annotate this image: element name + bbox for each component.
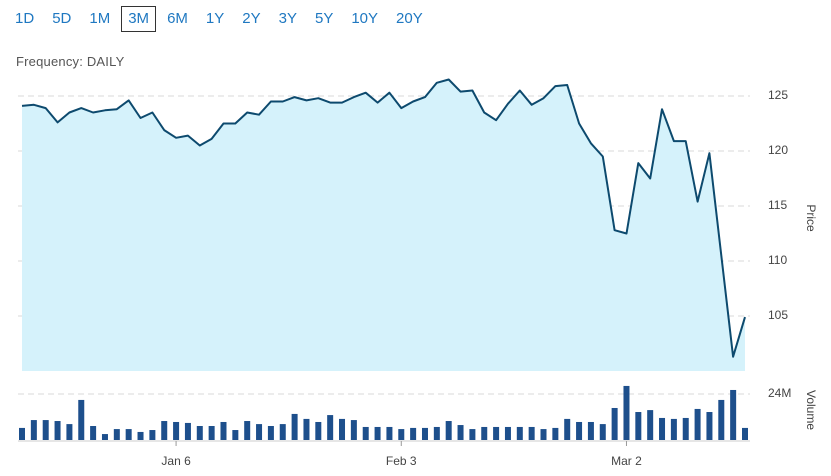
volume-bar [611, 407, 618, 440]
volume-bar [267, 426, 274, 440]
range-button[interactable]: 3M [121, 6, 157, 32]
volume-bar [303, 418, 310, 440]
range-button[interactable]: 5Y [314, 10, 334, 27]
volume-bar [682, 417, 689, 440]
volume-bar [670, 418, 677, 440]
y-tick-label: 24M [768, 386, 791, 400]
volume-bar [516, 426, 523, 440]
volume-bar [599, 424, 606, 440]
volume-bar [149, 430, 156, 440]
y-axis-label: Volume [804, 390, 818, 430]
y-tick-label: 115 [768, 198, 787, 212]
x-tick-label: Mar 2 [611, 454, 642, 468]
volume-bar [125, 429, 132, 440]
volume-bar [742, 427, 748, 440]
volume-bar [184, 422, 191, 440]
range-button[interactable]: 3Y [278, 10, 297, 27]
volume-bar [291, 413, 298, 440]
range-button[interactable]: 1M [89, 10, 111, 27]
volume-bar [173, 421, 180, 440]
volume-bar [339, 418, 346, 440]
volume-bar [410, 427, 417, 440]
range-button[interactable]: 1D [15, 10, 35, 27]
volume-bar [469, 429, 476, 440]
range-button[interactable]: 6M [167, 10, 188, 27]
volume-bar [279, 424, 286, 440]
y-tick-label: 105 [768, 308, 788, 322]
volume-bar [137, 431, 144, 440]
volume-bar [421, 427, 428, 440]
volume-bar [101, 434, 108, 440]
volume-bar [78, 399, 85, 440]
volume-bar [445, 421, 452, 440]
volume-bar [113, 429, 120, 440]
volume-bar [362, 426, 369, 440]
volume-bar [256, 424, 263, 440]
volume-bar [315, 421, 322, 440]
volume-bar [54, 421, 61, 440]
volume-bar [30, 420, 37, 440]
volume-bar [232, 430, 239, 440]
volume-bar [718, 399, 725, 440]
y-tick-label: 120 [768, 143, 788, 157]
volume-bar [504, 426, 511, 440]
volume-bar [208, 426, 215, 440]
range-button[interactable]: 10Y [351, 10, 379, 27]
volume-bar [220, 421, 227, 440]
volume-bar [19, 427, 25, 440]
x-tick-label: Jan 6 [161, 454, 191, 468]
volume-bar [493, 426, 500, 440]
frequency-label: Frequency: DAILY [16, 54, 125, 69]
volume-bar [433, 426, 440, 440]
volume-bar [481, 426, 488, 440]
volume-bar [42, 420, 49, 440]
volume-bar [350, 420, 357, 440]
volume-bar [576, 421, 583, 440]
volume-bar [327, 415, 334, 440]
range-button[interactable]: 2Y [242, 10, 261, 27]
volume-bar [659, 417, 666, 440]
price-line [21, 78, 746, 358]
volume-bar [90, 426, 97, 440]
range-selector: 1D 5D 1M 3M 6M 1Y 2Y 3Y 5Y 10Y 20Y [8, 6, 434, 32]
volume-bar [587, 421, 594, 440]
volume-bar [386, 426, 393, 440]
range-button[interactable]: 20Y [396, 10, 423, 27]
volume-bar [528, 426, 535, 440]
range-button[interactable]: 1Y [205, 10, 225, 27]
volume-bar [694, 408, 701, 440]
range-button[interactable]: 5D [52, 10, 72, 27]
x-tick-label: Feb 3 [386, 454, 417, 468]
volume-bar [66, 424, 73, 440]
price-area [22, 79, 745, 371]
volume-bar [398, 429, 405, 440]
volume-bar [457, 425, 464, 440]
volume-bar [730, 389, 737, 440]
volume-bar [635, 412, 642, 440]
volume-bar [374, 426, 381, 440]
volume-bar [196, 426, 203, 440]
volume-bar [564, 418, 571, 440]
volume-bar [623, 385, 630, 440]
volume-bar [161, 421, 168, 440]
volume-bar [647, 410, 654, 440]
volume-bar [552, 427, 559, 440]
volume-bar [540, 429, 547, 440]
y-tick-label: 125 [768, 88, 788, 102]
volume-bar [706, 412, 713, 440]
volume-bar [244, 421, 251, 440]
y-axis-label: Price [804, 204, 818, 232]
y-tick-label: 110 [768, 253, 787, 267]
